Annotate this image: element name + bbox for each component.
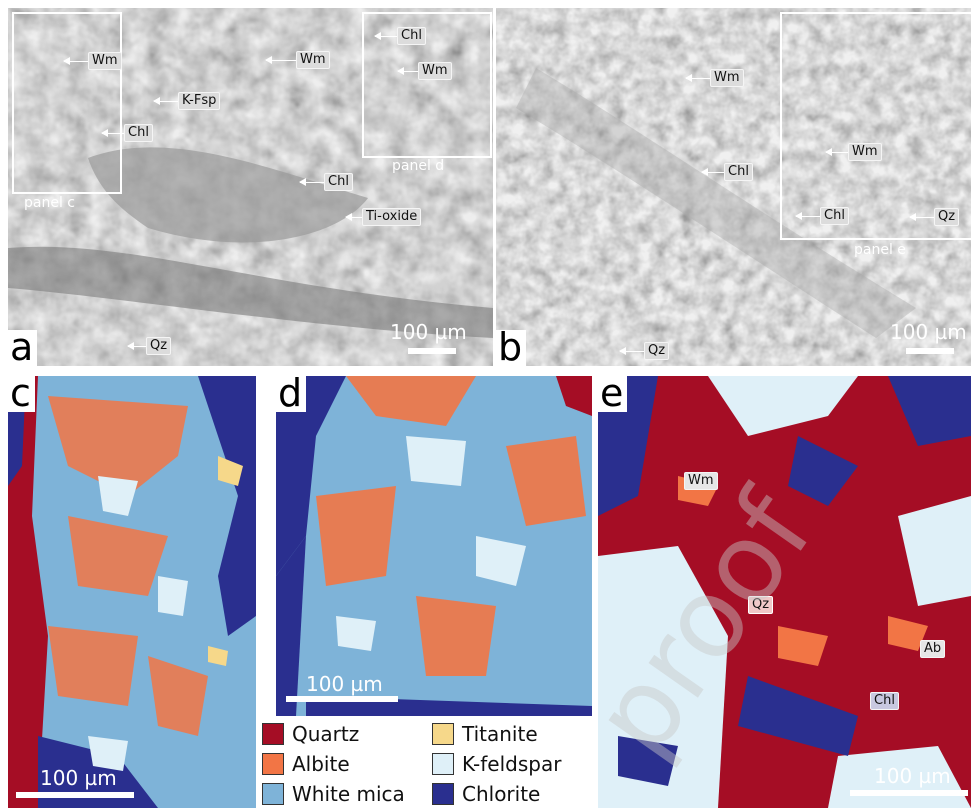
scale-bar-a	[408, 348, 456, 354]
panel-d-outline	[362, 12, 492, 158]
mineral-legend: Quartz Albite White mica Titanite K-feld…	[262, 718, 592, 810]
panel-a: a panel c panel d Wm Chl K-Fsp Wm Chl Wm…	[8, 8, 493, 366]
label-wm: Wm	[710, 69, 744, 87]
label-wm: Wm	[418, 62, 452, 80]
arrow-wm3	[397, 67, 418, 75]
scale-text-d: 100 µm	[306, 672, 383, 696]
panel-letter-e: e	[598, 376, 628, 412]
arrow-wm2	[265, 56, 296, 64]
label-ti-oxide: Ti-oxide	[362, 208, 422, 226]
label-qz: Qz	[644, 342, 670, 360]
legend-white-mica-label: White mica	[292, 782, 405, 806]
panel-c-outline	[12, 12, 122, 194]
scale-bar-e	[850, 790, 968, 796]
panel-c-caption: panel c	[24, 195, 75, 211]
panel-d: d 100 µm	[276, 376, 592, 716]
label-chl: Chl	[724, 163, 753, 181]
legend-titanite-label: Titanite	[462, 722, 538, 746]
legend-quartz-label: Quartz	[292, 722, 360, 746]
phase-map-e	[598, 376, 971, 808]
label-wm: Wm	[88, 52, 122, 70]
legend-kfeldspar-label: K-feldspar	[462, 752, 562, 776]
label-wm: Wm	[296, 51, 330, 69]
label-qz: Qz	[146, 337, 172, 355]
label-chl: Chl	[397, 27, 426, 45]
label-qz: Qz	[748, 596, 774, 614]
label-wm: Wm	[684, 472, 718, 490]
scale-bar-b	[906, 348, 954, 354]
panel-b: b panel e Wm Chl Wm Chl Qz Qz 100 µm	[496, 8, 971, 366]
panel-letter-b: b	[496, 328, 527, 366]
arrow-chl1	[701, 168, 724, 176]
label-qz: Qz	[934, 208, 960, 226]
label-kfsp: K-Fsp	[178, 92, 221, 110]
phase-map-c	[8, 376, 256, 808]
scale-text-e: 100 µm	[874, 764, 951, 788]
legend-chlorite: Chlorite	[432, 782, 540, 806]
arrow-chl1	[101, 129, 124, 137]
arrow-chl3	[299, 178, 324, 186]
scale-text-c: 100 µm	[40, 766, 117, 790]
arrow-wm1	[685, 74, 710, 82]
legend-kfeldspar: K-feldspar	[432, 752, 561, 776]
panel-c: c 100 µm	[8, 376, 256, 808]
legend-titanite: Titanite	[432, 722, 538, 746]
panel-d-caption: panel d	[392, 158, 445, 174]
label-wm: Wm	[848, 143, 882, 161]
label-chl: Chl	[870, 692, 899, 710]
legend-albite: Albite	[262, 752, 350, 776]
arrow-chl2	[374, 32, 397, 40]
label-chl: Chl	[820, 207, 849, 225]
arrow-qz	[127, 342, 146, 350]
arrow-chl2	[795, 212, 820, 220]
scale-text-a: 100 µm	[390, 320, 467, 344]
bse-image-b	[496, 8, 971, 366]
swatch-white-mica	[262, 783, 284, 805]
legend-albite-label: Albite	[292, 752, 350, 776]
arrow-wm2	[825, 148, 848, 156]
panel-e-caption: panel e	[854, 242, 906, 258]
arrow-wm1	[63, 57, 88, 65]
scale-text-b: 100 µm	[890, 320, 967, 344]
legend-chlorite-label: Chlorite	[462, 782, 541, 806]
label-chl: Chl	[124, 124, 153, 142]
panel-e-outline	[780, 12, 971, 240]
panel-letter-d: d	[276, 376, 307, 412]
panel-letter-c: c	[8, 376, 35, 412]
scale-bar-c	[16, 792, 134, 798]
panel-e: e Wm Qz Ab Chl 100 µm	[598, 376, 971, 808]
arrow-tiox	[345, 213, 362, 221]
arrow-qz2	[619, 347, 644, 355]
swatch-quartz	[262, 723, 284, 745]
phase-map-d	[276, 376, 592, 716]
swatch-chlorite	[432, 783, 454, 805]
panel-letter-a: a	[8, 328, 38, 366]
legend-quartz: Quartz	[262, 722, 359, 746]
arrow-kfsp	[153, 97, 178, 105]
scale-bar-d	[286, 696, 398, 702]
swatch-albite	[262, 753, 284, 775]
swatch-kfeldspar	[432, 753, 454, 775]
legend-white-mica: White mica	[262, 782, 405, 806]
swatch-titanite	[432, 723, 454, 745]
label-chl: Chl	[324, 173, 353, 191]
arrow-qz1	[909, 213, 934, 221]
label-ab: Ab	[920, 640, 946, 658]
